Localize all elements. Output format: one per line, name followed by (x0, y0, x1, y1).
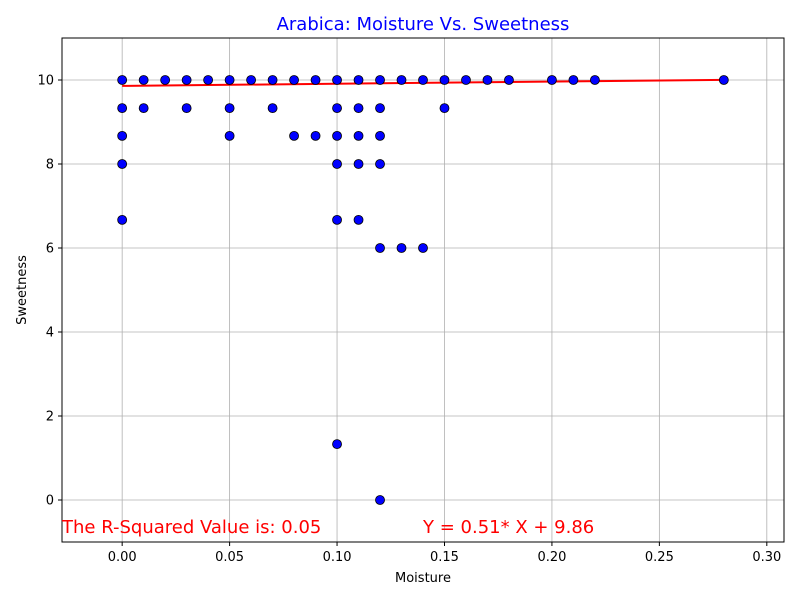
data-point (332, 159, 342, 169)
data-point (160, 75, 171, 85)
data-point (224, 130, 235, 141)
data-point (267, 75, 278, 85)
data-point (289, 75, 299, 85)
x-axis-ticks: 0.00 0.05 0.10 0.15 0.20 0.25 0.30 (108, 542, 781, 565)
x-tick-label: 0.05 (215, 550, 244, 565)
y-axis-ticks: 0 2 4 6 8 10 (37, 74, 62, 509)
x-tick-label: 0.00 (108, 550, 137, 565)
data-point (375, 130, 385, 141)
data-point (461, 75, 471, 85)
y-tick-label: 4 (46, 326, 54, 341)
data-point (568, 75, 579, 85)
points-group (117, 75, 729, 505)
data-point (332, 130, 342, 141)
data-point (310, 75, 321, 85)
data-point (353, 130, 364, 141)
data-point (718, 75, 729, 85)
data-point (332, 214, 342, 225)
y-tick-label: 6 (46, 242, 54, 257)
data-point (375, 243, 385, 253)
data-point (375, 159, 385, 169)
data-point (396, 75, 407, 85)
y-tick-label: 8 (46, 158, 54, 173)
grid (62, 38, 784, 542)
x-tick-label: 0.20 (537, 550, 566, 565)
data-point (181, 103, 192, 114)
data-point (504, 75, 514, 85)
data-point (117, 214, 128, 225)
x-tick-label: 0.30 (752, 550, 781, 565)
data-point (396, 243, 407, 253)
x-tick-label: 0.10 (323, 550, 352, 565)
data-point (117, 130, 128, 141)
data-point (289, 130, 299, 141)
data-point (117, 75, 128, 85)
data-point (590, 75, 600, 85)
data-point (310, 130, 321, 141)
data-point (482, 75, 493, 85)
y-tick-label: 0 (46, 494, 54, 509)
data-point (353, 159, 364, 169)
data-point (138, 103, 149, 114)
y-tick-label: 2 (46, 410, 54, 425)
y-tick-label: 10 (37, 74, 54, 89)
chart-title: Arabica: Moisture Vs. Sweetness (277, 14, 570, 35)
data-point (439, 103, 450, 114)
data-point (332, 103, 342, 114)
y-axis-label: Sweetness (15, 255, 30, 325)
data-point (353, 75, 364, 85)
data-point (246, 75, 256, 85)
data-point (267, 103, 278, 114)
data-point (418, 75, 428, 85)
plot-frame (61, 37, 785, 543)
data-point (138, 75, 149, 85)
data-point (332, 439, 342, 450)
data-point (353, 103, 364, 114)
data-point (418, 243, 428, 253)
x-axis-label: Moisture (395, 571, 451, 586)
equation-annotation: Y = 0.51* X + 9.86 (422, 517, 594, 538)
x-tick-label: 0.25 (645, 550, 674, 565)
data-point (439, 75, 450, 85)
data-point (353, 214, 364, 225)
data-point (224, 75, 235, 85)
x-tick-label: 0.15 (430, 550, 459, 565)
data-point (117, 103, 128, 114)
data-point (203, 75, 214, 85)
data-point (375, 103, 385, 114)
r-squared-annotation: The R-Squared Value is: 0.05 (61, 517, 321, 538)
data-point (375, 75, 385, 85)
data-point (332, 75, 342, 85)
data-point (224, 103, 235, 114)
data-point (375, 495, 385, 505)
data-point (547, 75, 557, 85)
data-point (181, 75, 192, 85)
data-point (117, 159, 128, 169)
